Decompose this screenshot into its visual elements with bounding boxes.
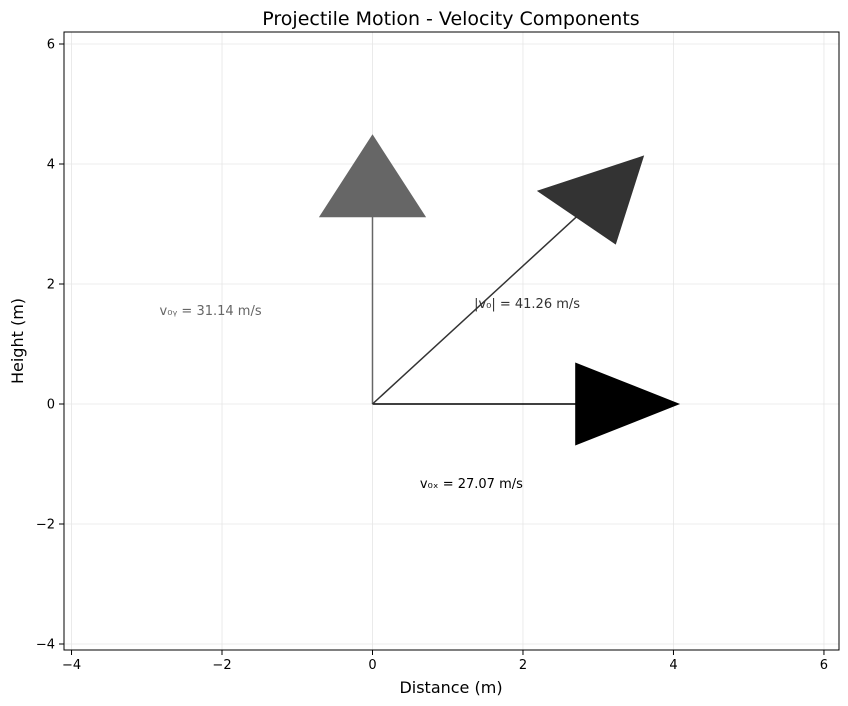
vector-v-label: |v₀| = 41.26 m/s	[474, 297, 580, 312]
ticks: −4 −2 0 2 4 6 −4 −2 0 2 4 6	[36, 38, 828, 674]
y-tick-label: 2	[47, 278, 55, 293]
y-axis-label: Height (m)	[8, 298, 27, 384]
vector-vx-label: v₀ₓ = 27.07 m/s	[420, 477, 523, 492]
x-tick-label: 4	[669, 658, 677, 673]
vectors	[318, 134, 681, 446]
vector-v-head	[536, 155, 645, 245]
y-tick-label: −2	[36, 518, 55, 533]
y-tick-label: 0	[47, 398, 55, 413]
vector-v-shaft	[371, 215, 578, 405]
vector-vx-head	[575, 362, 681, 446]
x-tick-label: 6	[820, 658, 828, 673]
vector-vy-label: v₀ᵧ = 31.14 m/s	[160, 304, 262, 319]
x-axis-label: Distance (m)	[399, 678, 502, 697]
y-tick-label: 6	[47, 38, 55, 53]
plot-frame	[63, 31, 840, 651]
vector-vy-head	[318, 134, 427, 218]
y-tick-label: 4	[47, 158, 55, 173]
x-tick-label: 0	[368, 658, 376, 673]
x-tick-label: 2	[519, 658, 527, 673]
annotations: v₀ₓ = 27.07 m/s v₀ᵧ = 31.14 m/s |v₀| = 41.…	[160, 297, 581, 492]
x-tick-label: −4	[62, 658, 81, 673]
y-tick-label: −4	[36, 638, 55, 653]
chart-title: Projectile Motion - Velocity Components	[262, 8, 639, 30]
x-tick-label: −2	[212, 658, 231, 673]
